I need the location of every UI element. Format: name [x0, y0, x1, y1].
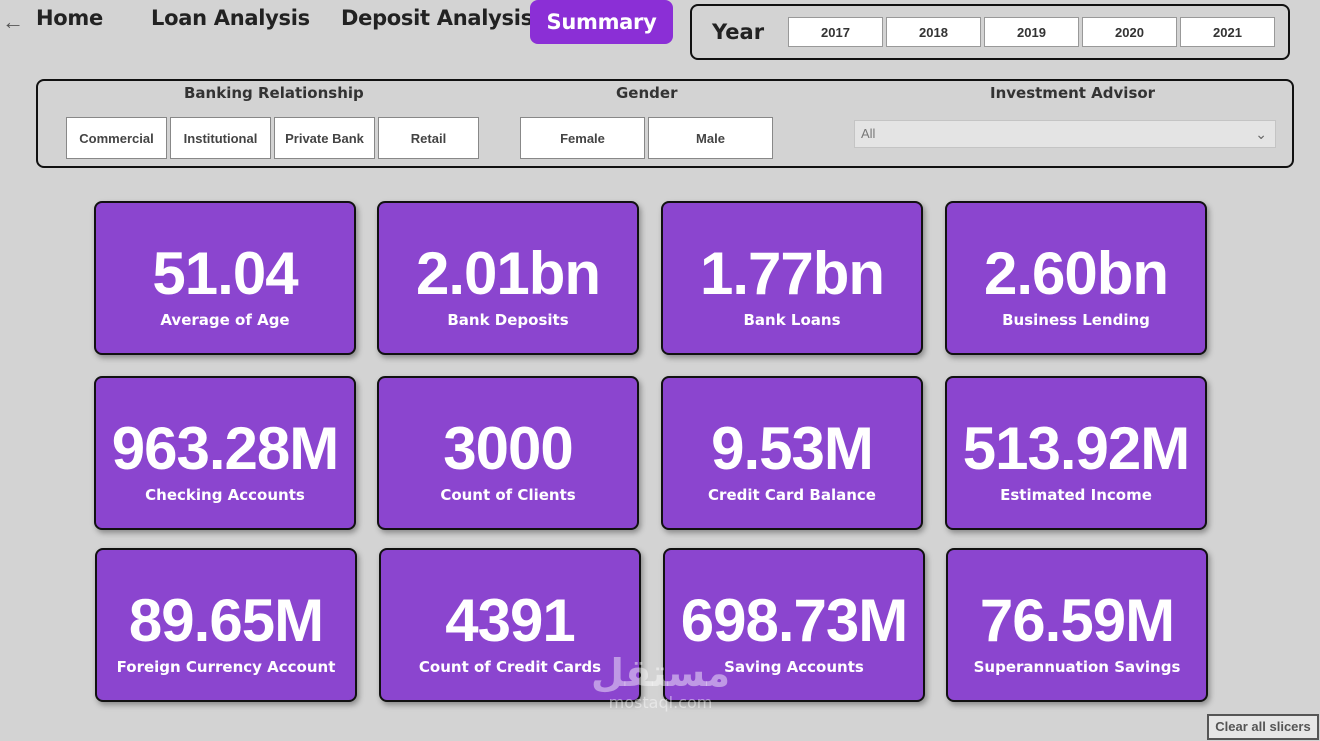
- investment-advisor-dropdown[interactable]: All ⌄: [854, 120, 1276, 148]
- year-2018-button[interactable]: 2018: [886, 17, 981, 47]
- kpi-value: 963.28M: [111, 415, 340, 482]
- private-bank-button[interactable]: Private Bank: [274, 117, 375, 159]
- kpi-card-saving-accounts: 698.73M Saving Accounts: [663, 548, 925, 702]
- year-2021-button[interactable]: 2021: [1180, 17, 1275, 47]
- year-slicer: Year 2017 2018 2019 2020 2021: [690, 4, 1290, 60]
- kpi-value: 698.73M: [680, 587, 909, 654]
- watermark-sub: mostaql.com: [608, 693, 713, 712]
- kpi-card-credit-card-balance: 9.53M Credit Card Balance: [661, 376, 923, 530]
- year-2020-button[interactable]: 2020: [1082, 17, 1177, 47]
- nav-loan-analysis[interactable]: Loan Analysis: [151, 6, 310, 30]
- kpi-card-bank-loans: 1.77bn Bank Loans: [661, 201, 923, 355]
- gender-title: Gender: [616, 84, 678, 102]
- commercial-button[interactable]: Commercial: [66, 117, 167, 159]
- watermark-logo: مستقل mostaql.com: [578, 652, 743, 712]
- kpi-card-superannuation-savings: 76.59M Superannuation Savings: [946, 548, 1208, 702]
- nav-deposit-analysis[interactable]: Deposit Analysis: [341, 6, 533, 30]
- kpi-label: Bank Loans: [743, 311, 841, 329]
- retail-button[interactable]: Retail: [378, 117, 479, 159]
- kpi-value: 513.92M: [962, 415, 1191, 482]
- kpi-label: Foreign Currency Account: [116, 658, 336, 676]
- kpi-label: Superannuation Savings: [973, 658, 1181, 676]
- kpi-card-count-of-credit-cards: 4391 Count of Credit Cards: [379, 548, 641, 702]
- gender-buttons: Female Male: [520, 117, 773, 159]
- year-2017-button[interactable]: 2017: [788, 17, 883, 47]
- male-button[interactable]: Male: [648, 117, 773, 159]
- kpi-label: Credit Card Balance: [708, 486, 876, 504]
- kpi-value: 89.65M: [128, 587, 324, 654]
- kpi-card-checking-accounts: 963.28M Checking Accounts: [94, 376, 356, 530]
- kpi-card-estimated-income: 513.92M Estimated Income: [945, 376, 1207, 530]
- kpi-value: 4391: [445, 587, 575, 654]
- investment-advisor-title: Investment Advisor: [990, 84, 1156, 102]
- back-arrow-icon[interactable]: ←: [2, 9, 24, 34]
- nav-home[interactable]: Home: [36, 6, 103, 30]
- kpi-card-bank-deposits: 2.01bn Bank Deposits: [377, 201, 639, 355]
- kpi-card-average-age: 51.04 Average of Age: [94, 201, 356, 355]
- banking-relationship-buttons: Commercial Institutional Private Bank Re…: [66, 117, 479, 159]
- kpi-label: Business Lending: [1002, 311, 1150, 329]
- dropdown-selected-value: All: [861, 126, 876, 141]
- kpi-value: 1.77bn: [699, 240, 885, 307]
- kpi-label: Bank Deposits: [447, 311, 569, 329]
- kpi-value: 2.01bn: [415, 240, 601, 307]
- nav-summary[interactable]: Summary: [530, 0, 673, 44]
- kpi-label: Estimated Income: [1000, 486, 1152, 504]
- kpi-label: Count of Credit Cards: [418, 658, 602, 676]
- filter-panel: Banking Relationship Gender Investment A…: [36, 79, 1294, 168]
- kpi-label: Average of Age: [160, 311, 290, 329]
- chevron-down-icon: ⌄: [1255, 126, 1267, 142]
- kpi-label: Count of Clients: [440, 486, 576, 504]
- kpi-value: 76.59M: [979, 587, 1175, 654]
- kpi-label: Saving Accounts: [724, 658, 864, 676]
- year-buttons: 2017 2018 2019 2020 2021: [788, 17, 1275, 47]
- kpi-value: 3000: [443, 415, 573, 482]
- banking-relationship-title: Banking Relationship: [184, 84, 364, 102]
- watermark-main: مستقل: [591, 651, 730, 695]
- year-2019-button[interactable]: 2019: [984, 17, 1079, 47]
- kpi-value: 2.60bn: [983, 240, 1169, 307]
- female-button[interactable]: Female: [520, 117, 645, 159]
- clear-all-slicers-button[interactable]: Clear all slicers: [1207, 714, 1319, 740]
- kpi-card-foreign-currency-account: 89.65M Foreign Currency Account: [95, 548, 357, 702]
- kpi-label: Checking Accounts: [145, 486, 305, 504]
- kpi-value: 51.04: [152, 240, 298, 307]
- kpi-value: 9.53M: [711, 415, 874, 482]
- kpi-card-count-of-clients: 3000 Count of Clients: [377, 376, 639, 530]
- year-label: Year: [712, 20, 765, 44]
- kpi-card-business-lending: 2.60bn Business Lending: [945, 201, 1207, 355]
- institutional-button[interactable]: Institutional: [170, 117, 271, 159]
